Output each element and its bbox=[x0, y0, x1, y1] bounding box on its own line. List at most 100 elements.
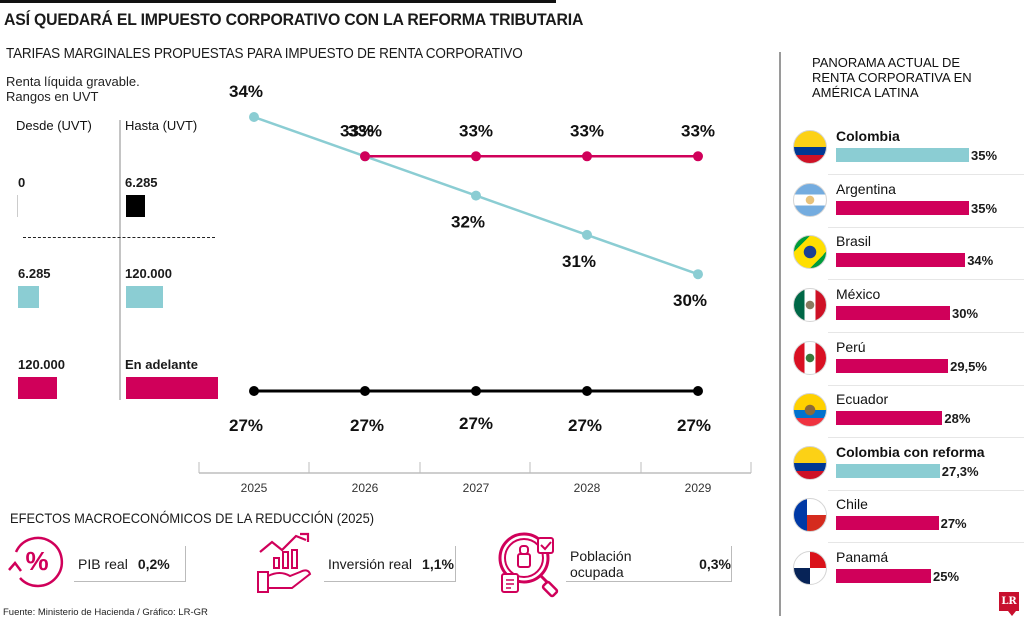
data-point-2-2028 bbox=[582, 386, 592, 396]
range-swatch-teal-from bbox=[18, 286, 39, 308]
data-label-0-2029: 30% bbox=[673, 291, 707, 310]
country-value: 34% bbox=[967, 253, 994, 268]
country-value: 27% bbox=[940, 516, 967, 531]
effect-inversion: Inversión real 1,1% bbox=[324, 546, 456, 582]
row-separator bbox=[828, 542, 1024, 543]
x-tick-label-2025: 2025 bbox=[241, 481, 268, 495]
row-separator bbox=[828, 385, 1024, 386]
data-label-0-2026: 33% bbox=[340, 121, 374, 140]
data-point-0-2027 bbox=[471, 190, 481, 201]
country-bar bbox=[836, 148, 969, 162]
data-point-2-2025 bbox=[249, 386, 259, 396]
country-row: Argentina 35% bbox=[790, 179, 1024, 231]
country-bar bbox=[836, 516, 939, 530]
effects-title: EFECTOS MACROECONÓMICOS DE LA REDUCCIÓN … bbox=[10, 510, 375, 526]
country-row: Colombia 35% bbox=[790, 126, 1024, 178]
row-separator bbox=[828, 227, 1024, 228]
data-label-0-2027: 32% bbox=[451, 213, 485, 232]
note-line-2: Rangos en UVT bbox=[6, 89, 99, 104]
data-point-0-2028 bbox=[582, 229, 592, 240]
country-value: 25% bbox=[933, 569, 960, 584]
country-row: México 30% bbox=[790, 284, 1024, 336]
lr-logo: LR bbox=[999, 592, 1019, 611]
range-from-0: 0 bbox=[18, 175, 26, 190]
effect-poblacion-label: Población ocupada bbox=[570, 547, 632, 580]
country-bar bbox=[836, 359, 949, 373]
panorama-title-line-3: AMÉRICA LATINA bbox=[812, 85, 919, 100]
data-point-1-2026 bbox=[360, 151, 370, 162]
range-to-1: 120.000 bbox=[125, 266, 172, 281]
panorama-title: PANORAMA ACTUAL DE RENTA CORPORATIVA EN … bbox=[812, 55, 1012, 100]
country-value: 29,5% bbox=[950, 359, 987, 374]
effect-pib-label: PIB real bbox=[78, 555, 128, 572]
effect-poblacion-value: 0,3% bbox=[699, 555, 731, 572]
data-label-1-2029: 33% bbox=[681, 121, 715, 140]
range-swatch-magenta-to bbox=[126, 377, 218, 399]
brazil-flag-icon bbox=[793, 235, 827, 269]
data-label-2-2025: 27% bbox=[229, 416, 263, 435]
range-to-2: En adelante bbox=[125, 357, 198, 372]
panel-divider bbox=[779, 52, 781, 616]
effect-pib-value: 0,2% bbox=[137, 555, 170, 572]
country-name: México bbox=[836, 286, 881, 302]
col-head-to: Hasta (UVT) bbox=[125, 118, 198, 133]
range-swatch-black bbox=[126, 195, 145, 217]
data-point-0-2025 bbox=[249, 112, 259, 122]
range-swatch-teal-to bbox=[126, 286, 163, 308]
country-bar bbox=[836, 306, 950, 320]
country-value: 35% bbox=[971, 201, 998, 216]
lr-logo-tail bbox=[1008, 611, 1016, 616]
chart-subtitle: TARIFAS MARGINALES PROPUESTAS PARA IMPUE… bbox=[6, 45, 523, 62]
data-label-1-2026: 33% bbox=[348, 121, 382, 140]
x-tick-label-2026: 2026 bbox=[352, 481, 379, 495]
mexico-flag-icon bbox=[793, 288, 827, 322]
range-to-0: 6.285 bbox=[125, 175, 158, 190]
data-label-1-2027: 33% bbox=[459, 121, 493, 140]
country-name: Colombia con reforma bbox=[836, 444, 985, 460]
x-tick-label-2028: 2028 bbox=[574, 481, 601, 495]
country-row: Colombia con reforma 27,3% bbox=[790, 442, 1024, 494]
country-value: 35% bbox=[971, 148, 998, 163]
effect-inversion-value: 1,1% bbox=[422, 555, 454, 572]
country-bar bbox=[836, 464, 940, 478]
chile-flag-icon bbox=[793, 498, 827, 532]
range-swatch-empty bbox=[17, 195, 18, 217]
peru-flag-icon bbox=[793, 341, 827, 375]
note-line-1: Renta líquida gravable. bbox=[6, 74, 140, 89]
colombia-flag-icon bbox=[793, 130, 827, 164]
colombia-flag-icon bbox=[793, 446, 827, 480]
row-separator bbox=[828, 437, 1024, 438]
data-point-2-2029 bbox=[693, 386, 703, 396]
row-separator bbox=[828, 490, 1024, 491]
effect-pib: PIB real 0,2% bbox=[74, 546, 186, 582]
country-name: Ecuador bbox=[836, 391, 889, 407]
range-from-1: 6.285 bbox=[18, 266, 51, 281]
data-point-2-2027 bbox=[471, 386, 481, 396]
data-label-1-2028: 33% bbox=[570, 121, 604, 140]
line-chart: 2025 2026 2027 2028 2029 34%33%32%31%30%33% 3… bbox=[198, 82, 752, 495]
data-label-2-2029: 27% bbox=[677, 416, 711, 435]
employment-search-icon bbox=[498, 532, 559, 598]
country-name: Chile bbox=[836, 496, 868, 512]
row-separator bbox=[828, 174, 1024, 175]
data-point-2-2026 bbox=[360, 386, 370, 396]
data-point-1-2028 bbox=[582, 151, 592, 162]
ecuador-flag-icon bbox=[793, 393, 827, 427]
col-head-from: Desde (UVT) bbox=[16, 118, 92, 133]
source-note: Fuente: Ministerio de Hacienda / Gráfico… bbox=[3, 607, 208, 618]
data-label-2-2026: 27% bbox=[350, 416, 384, 435]
country-row: Brasil 34% bbox=[790, 231, 1024, 283]
country-bar bbox=[836, 253, 966, 267]
country-name: Colombia bbox=[836, 128, 900, 144]
country-name: Panamá bbox=[836, 549, 889, 565]
svg-text:%: % bbox=[25, 546, 48, 576]
range-swatch-magenta-from bbox=[18, 377, 57, 399]
row-separator bbox=[828, 332, 1024, 333]
data-point-0-2029 bbox=[693, 269, 703, 280]
x-tick-label-2029: 2029 bbox=[685, 481, 712, 495]
growth-hand-icon bbox=[257, 532, 312, 593]
data-point-1-2027 bbox=[471, 151, 481, 162]
dashed-separator bbox=[23, 237, 215, 238]
panama-flag-icon bbox=[793, 551, 827, 585]
country-row: Chile 27% bbox=[790, 494, 1024, 546]
